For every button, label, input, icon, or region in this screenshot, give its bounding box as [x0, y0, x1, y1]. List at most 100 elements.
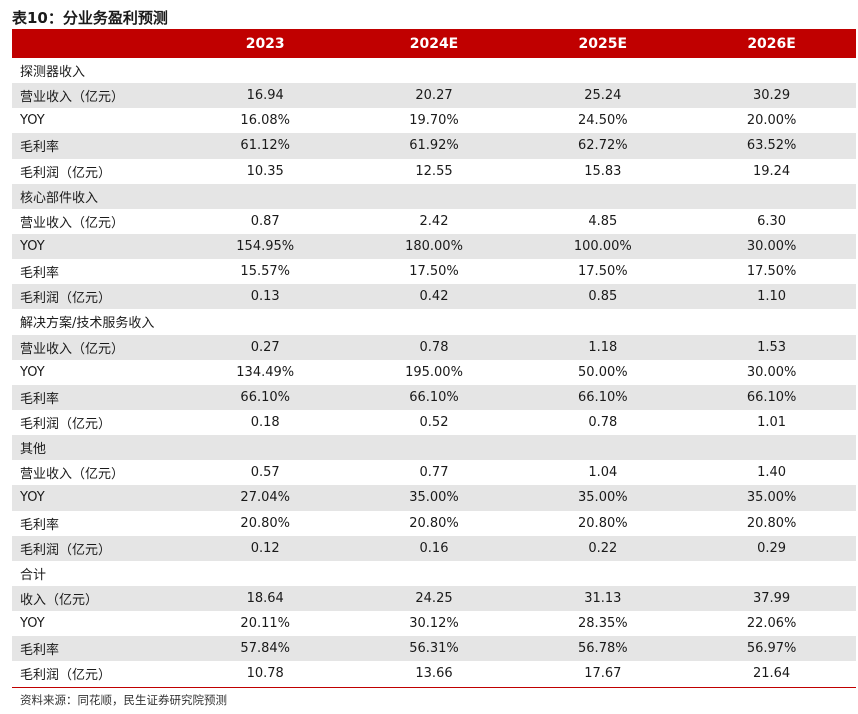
row-label: 解决方案/技术服务收入: [20, 316, 155, 332]
row-label: YOY: [20, 239, 45, 255]
value-cell: 1.18: [588, 339, 618, 355]
table-row: 毛利率 61.12% 61.92% 62.72% 63.52%: [12, 133, 856, 159]
value-cell: 0.78: [419, 339, 449, 355]
row-label: 毛利率: [20, 266, 60, 282]
value-cell: 24.25: [415, 591, 453, 607]
value-cell: 6.30: [757, 213, 787, 229]
table-row: 毛利润（亿元） 0.18 0.52 0.78 1.01: [12, 410, 856, 435]
value-cell: 180.00%: [405, 239, 463, 255]
value-cell: 195.00%: [405, 364, 463, 380]
row-label: 毛利润（亿元）: [20, 417, 112, 433]
value-cell: 0.85: [588, 289, 618, 305]
value-cell: 37.99: [752, 591, 791, 607]
value-cell: 0.12: [250, 540, 280, 556]
table-row: 收入（亿元） 18.64 24.25 31.13 37.99: [12, 585, 856, 612]
table-row: 营业收入（亿元） 0.57 0.77 1.04 1.40: [12, 460, 856, 485]
row-label: 核心部件收入: [20, 190, 99, 206]
value-cell: 28.35%: [578, 616, 628, 632]
value-cell: 30.00%: [746, 364, 797, 380]
row-label: 毛利润（亿元）: [20, 165, 112, 181]
value-cell: 0.52: [419, 415, 449, 431]
value-cell: 16.08%: [240, 113, 290, 129]
value-cell: 30.00%: [746, 239, 797, 255]
table-row: YOY 27.04% 35.00% 35.00% 35.00%: [12, 485, 856, 511]
value-cell: 20.00%: [746, 113, 797, 129]
value-cell: 56.31%: [409, 641, 459, 657]
table-title: 表10：分业务盈利预测: [12, 9, 168, 27]
row-label: 收入（亿元）: [20, 593, 99, 609]
value-cell: 66.10%: [746, 389, 797, 405]
value-cell: 24.50%: [578, 113, 628, 129]
value-cell: 15.83: [584, 163, 622, 179]
value-cell: 16.94: [246, 88, 284, 104]
table-row: 毛利润（亿元） 0.12 0.16 0.22 0.29: [12, 535, 856, 561]
value-cell: 57.84%: [240, 641, 290, 657]
table-row: 毛利润（亿元） 0.13 0.42 0.85 1.10: [12, 284, 856, 310]
value-cell: 35.00%: [746, 490, 797, 506]
header-cell-2024e: 2024E: [409, 35, 459, 52]
row-label: 营业收入（亿元）: [20, 215, 125, 231]
table-header-row: 2023 2024E 2025E 2026E: [12, 29, 856, 58]
row-label: YOY: [20, 364, 45, 380]
source-note: 资料来源：同花顺，民生证券研究院预测: [20, 693, 227, 707]
row-label: YOY: [20, 616, 45, 632]
table-row: YOY 16.08% 19.70% 24.50% 20.00%: [12, 108, 856, 133]
header-cell-2026e: 2026E: [747, 35, 796, 52]
value-cell: 63.52%: [746, 138, 797, 154]
row-label: YOY: [20, 113, 45, 129]
value-cell: 1.10: [757, 289, 787, 305]
value-cell: 15.57%: [240, 264, 290, 280]
header-cell-2025e: 2025E: [578, 35, 628, 52]
table-row: 营业收入（亿元） 0.27 0.78 1.18 1.53: [12, 334, 856, 360]
value-cell: 31.13: [584, 591, 622, 607]
table-row: 合计: [12, 561, 856, 586]
value-cell: 4.85: [588, 213, 618, 229]
header-cell-2023: 2023: [245, 35, 285, 52]
value-cell: 20.27: [415, 88, 453, 104]
value-cell: 20.80%: [746, 515, 797, 531]
row-label: 毛利润（亿元）: [20, 291, 112, 307]
row-label: 毛利率: [20, 517, 60, 533]
value-cell: 22.06%: [746, 616, 797, 632]
value-cell: 66.10%: [240, 389, 290, 405]
table-row: 毛利率 57.84% 56.31% 56.78% 56.97%: [12, 636, 856, 662]
value-cell: 1.04: [588, 465, 618, 481]
table-row: 毛利润（亿元） 10.35 12.55 15.83 19.24: [12, 159, 856, 184]
table-row: 毛利率 20.80% 20.80% 20.80% 20.80%: [12, 511, 856, 536]
value-cell: 30.12%: [409, 616, 459, 632]
row-label: 毛利润（亿元）: [20, 542, 112, 558]
value-cell: 19.24: [752, 163, 791, 179]
value-cell: 2.42: [419, 213, 449, 229]
table-row: 毛利率 66.10% 66.10% 66.10% 66.10%: [12, 384, 856, 410]
table-row: YOY 20.11% 30.12% 28.35% 22.06%: [12, 611, 856, 636]
value-cell: 0.57: [250, 465, 280, 481]
value-cell: 50.00%: [578, 364, 628, 380]
value-cell: 0.77: [419, 465, 449, 481]
value-cell: 35.00%: [409, 490, 459, 506]
value-cell: 0.22: [588, 540, 618, 556]
row-label: 毛利率: [20, 391, 60, 407]
table-row: 其他: [12, 435, 856, 461]
value-cell: 1.40: [757, 465, 787, 481]
table-row: 核心部件收入: [12, 183, 856, 209]
value-cell: 61.12%: [240, 138, 290, 154]
value-cell: 0.42: [419, 289, 449, 305]
value-cell: 30.29: [752, 88, 791, 104]
value-cell: 100.00%: [573, 239, 632, 255]
value-cell: 62.72%: [578, 138, 628, 154]
value-cell: 0.87: [250, 213, 280, 229]
value-cell: 10.35: [246, 163, 284, 179]
value-cell: 20.80%: [578, 515, 628, 531]
row-label: 探测器收入: [20, 65, 86, 81]
value-cell: 27.04%: [240, 490, 290, 506]
value-cell: 154.95%: [236, 239, 295, 255]
row-label: YOY: [20, 490, 45, 506]
table-bottom-rule: [12, 686, 856, 688]
value-cell: 20.80%: [409, 515, 459, 531]
value-cell: 0.16: [419, 540, 449, 556]
value-cell: 0.27: [250, 339, 280, 355]
row-label: 毛利率: [20, 140, 60, 156]
row-label: 其他: [20, 442, 47, 458]
value-cell: 17.67: [584, 666, 622, 682]
value-cell: 17.50%: [746, 264, 797, 280]
